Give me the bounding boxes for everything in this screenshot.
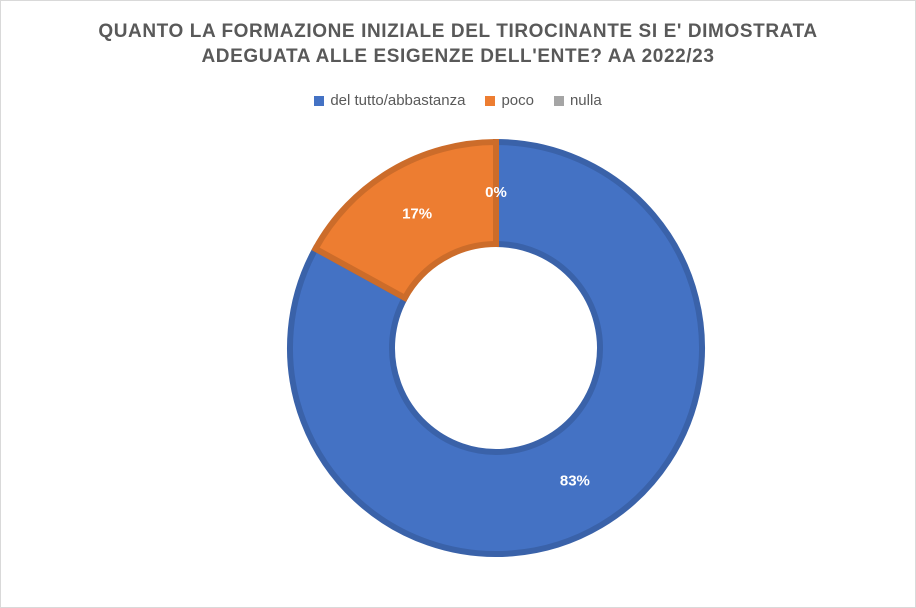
legend-swatch-poco — [485, 95, 496, 106]
data-label-0: 83% — [560, 472, 590, 489]
donut-slice-1 — [311, 138, 499, 302]
legend-label-del-tutto: del tutto/abbastanza — [330, 92, 466, 109]
legend-item-del-tutto: del tutto/abbastanza — [314, 92, 465, 109]
chart-legend: del tutto/abbastanza poco nulla — [1, 92, 915, 109]
legend-item-poco: poco — [485, 92, 534, 109]
data-label-1: 17% — [402, 206, 432, 223]
chart-title-line-2: ADEGUATA ALLE ESIGENZE DELL'ENTE? AA 202… — [201, 46, 715, 67]
chart-title-line-1: QUANTO LA FORMAZIONE INIZIALE DEL TIROCI… — [98, 21, 818, 42]
legend-swatch-nulla — [553, 95, 564, 106]
legend-swatch-del-tutto — [314, 95, 325, 106]
legend-item-nulla: nulla — [553, 92, 602, 109]
legend-label-poco: poco — [501, 92, 534, 109]
data-label-2: 0% — [485, 184, 507, 201]
donut-slice-0 — [287, 138, 705, 557]
legend-label-nulla: nulla — [569, 92, 602, 109]
